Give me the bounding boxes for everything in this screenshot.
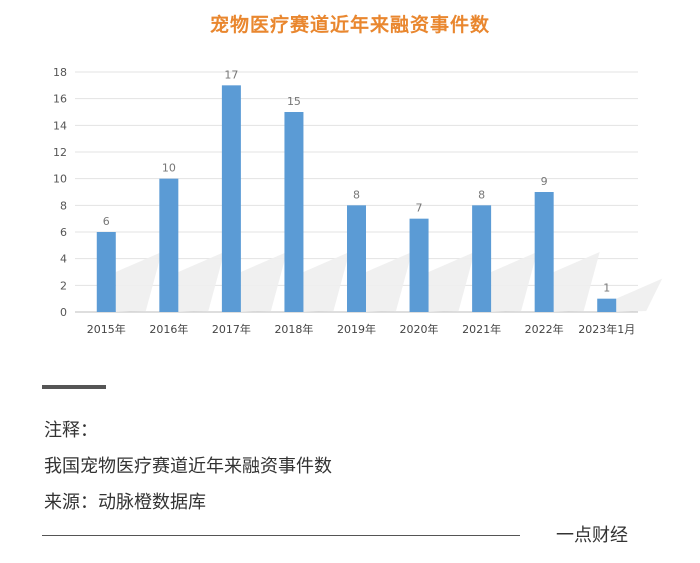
x-tick-label: 2018年 <box>274 322 313 336</box>
y-tick-label: 10 <box>53 173 67 186</box>
bar <box>159 178 179 312</box>
bar <box>347 205 366 312</box>
bar <box>472 205 492 312</box>
bar-chart: 02468101214161862015年102016年172017年15201… <box>53 66 663 336</box>
bar-shadow <box>303 252 350 312</box>
bottom-divider <box>42 535 520 536</box>
data-label: 6 <box>103 215 110 228</box>
data-label: 8 <box>353 188 360 201</box>
shadow-layer <box>115 252 663 312</box>
bar <box>534 192 554 312</box>
y-tick-label: 0 <box>60 306 67 319</box>
brand-label: 一点财经 <box>556 525 628 546</box>
y-tick-label: 8 <box>60 199 67 212</box>
label-layer: 02468101214161862015年102016年172017年15201… <box>53 66 635 336</box>
bar <box>96 232 116 312</box>
data-label: 7 <box>416 202 423 215</box>
accent-bar <box>42 385 106 389</box>
x-tick-label: 2021年 <box>462 322 501 336</box>
bar-shadow <box>616 278 663 312</box>
bar <box>284 112 304 312</box>
data-label: 17 <box>224 68 238 81</box>
bar-shadow <box>428 252 475 312</box>
notes-source: 来源：动脉橙数据库 <box>44 492 206 513</box>
bar <box>597 298 617 312</box>
bar <box>221 85 241 312</box>
x-tick-label: 2019年 <box>337 322 376 336</box>
y-tick-label: 18 <box>53 66 67 79</box>
bar-shadow <box>240 252 287 312</box>
y-tick-label: 6 <box>60 226 67 239</box>
bar-layer <box>96 85 617 312</box>
data-label: 9 <box>541 175 548 188</box>
x-tick-label: 2023年1月 <box>578 322 635 336</box>
y-tick-label: 14 <box>53 119 67 132</box>
x-tick-label: 2022年 <box>525 322 564 336</box>
y-tick-label: 12 <box>53 146 67 159</box>
x-tick-label: 2017年 <box>212 322 251 336</box>
y-tick-label: 4 <box>60 253 67 266</box>
data-label: 1 <box>603 282 610 295</box>
bar-shadow <box>491 252 538 312</box>
x-tick-label: 2016年 <box>149 322 188 336</box>
x-tick-label: 2020年 <box>400 322 439 336</box>
bar <box>409 218 429 312</box>
data-label: 15 <box>287 95 301 108</box>
chart-title: 宠物医疗赛道近年来融资事件数 <box>209 14 490 36</box>
data-label: 8 <box>478 188 485 201</box>
notes-block: 注释： 我国宠物医疗赛道近年来融资事件数 来源：动脉橙数据库 <box>44 413 332 521</box>
notes-description: 我国宠物医疗赛道近年来融资事件数 <box>44 456 332 477</box>
data-label: 10 <box>162 162 176 175</box>
bar-shadow <box>115 252 162 312</box>
bar-shadow <box>178 252 225 312</box>
x-tick-label: 2015年 <box>87 322 126 336</box>
y-tick-label: 2 <box>60 279 67 292</box>
y-tick-label: 16 <box>53 93 67 106</box>
bar-shadow <box>366 252 412 312</box>
bar-shadow <box>553 252 600 312</box>
notes-heading: 注释： <box>44 420 98 441</box>
